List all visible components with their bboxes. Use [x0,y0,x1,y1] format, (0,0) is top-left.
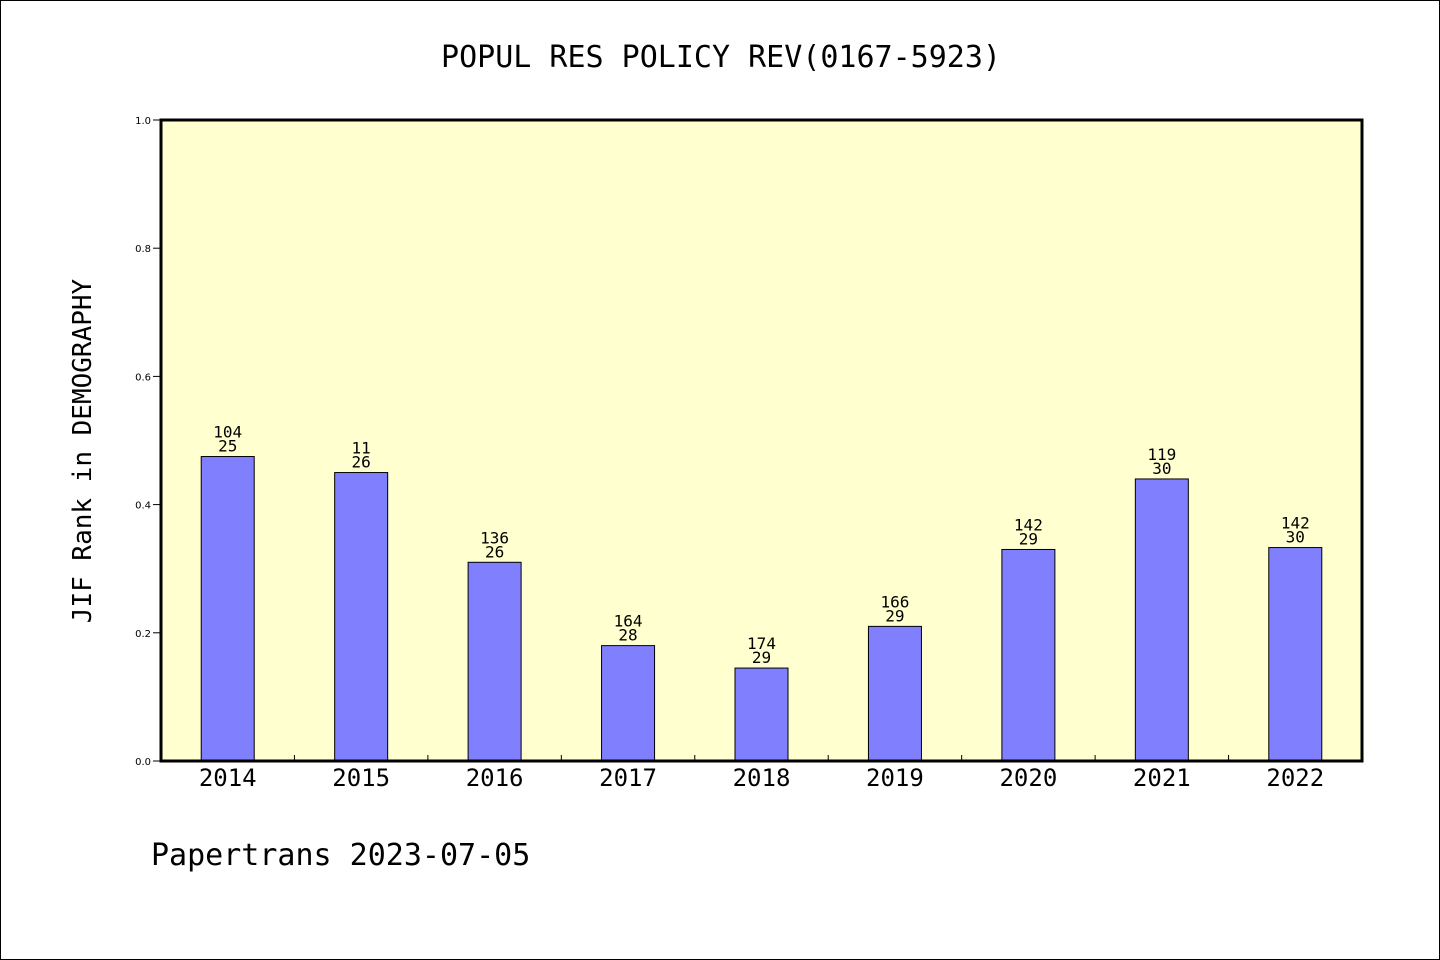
data-label-top-2018: 174 [747,634,776,653]
data-label-top-2014: 104 [213,423,242,442]
x-tick-label-2019: 2019 [866,764,924,792]
x-tick-label-2017: 2017 [599,764,657,792]
y-tick-label: 0.2 [135,629,151,640]
data-label-top-2015: 11 [352,439,371,458]
bar-2019 [867,625,922,762]
x-tick-label-2018: 2018 [733,764,791,792]
x-tick-label-2020: 2020 [999,764,1057,792]
bar-2014 [200,456,255,762]
x-tick-label-2014: 2014 [199,764,257,792]
data-label-bottom-2017: 28 [618,626,637,645]
data-label-top-2016: 136 [480,528,509,547]
x-axis: 2014 2015 2016 2017 2018 2019 2020 2021 2022 [199,755,1324,792]
x-tick-label-2022: 2022 [1266,764,1324,792]
data-label-bottom-2021: 30 [1152,459,1171,478]
data-label-bottom-2014: 25 [218,437,237,456]
bar-2015 [334,472,389,762]
y-tick-label: 0.4 [135,501,151,512]
plot-border [159,118,1364,763]
x-tick-label-2015: 2015 [332,764,390,792]
y-tick-label: 0.0 [135,757,151,768]
bar-2016 [467,561,522,762]
data-label-bottom-2020: 29 [1019,529,1038,548]
x-tick-label-2021: 2021 [1133,764,1191,792]
data-label-top-2020: 142 [1014,515,1043,534]
data-label-bottom-2019: 29 [885,606,904,625]
bar-2017 [601,645,656,762]
data-label-top-2022: 142 [1281,514,1310,533]
data-label-bottom-2015: 26 [352,453,371,472]
y-axis: 0.0 0.2 0.4 0.6 0.8 1.0 [135,116,161,768]
bar-2020 [1001,548,1056,762]
bar-2021 [1134,478,1189,762]
bars-layer [200,456,1323,762]
data-label-bottom-2022: 30 [1286,528,1305,547]
bar-2018 [734,667,789,762]
data-label-top-2019: 166 [880,592,909,611]
data-label-bottom-2016: 26 [485,542,504,561]
bar-2022 [1268,547,1323,762]
x-tick-label-2016: 2016 [466,764,524,792]
data-label-top-2017: 164 [614,612,643,631]
y-tick-label: 0.6 [135,372,151,383]
y-tick-label: 1.0 [135,116,151,127]
footer-credit: Papertrans 2023-07-05 [151,838,530,873]
data-label-top-2021: 119 [1147,445,1176,464]
y-axis-label: JIF Rank in DEMOGRAPHY [68,278,98,623]
data-label-bottom-2018: 29 [752,648,771,667]
chart-title: POPUL RES POLICY REV(0167-5923) [441,40,1001,75]
y-tick-label: 0.8 [135,244,151,255]
